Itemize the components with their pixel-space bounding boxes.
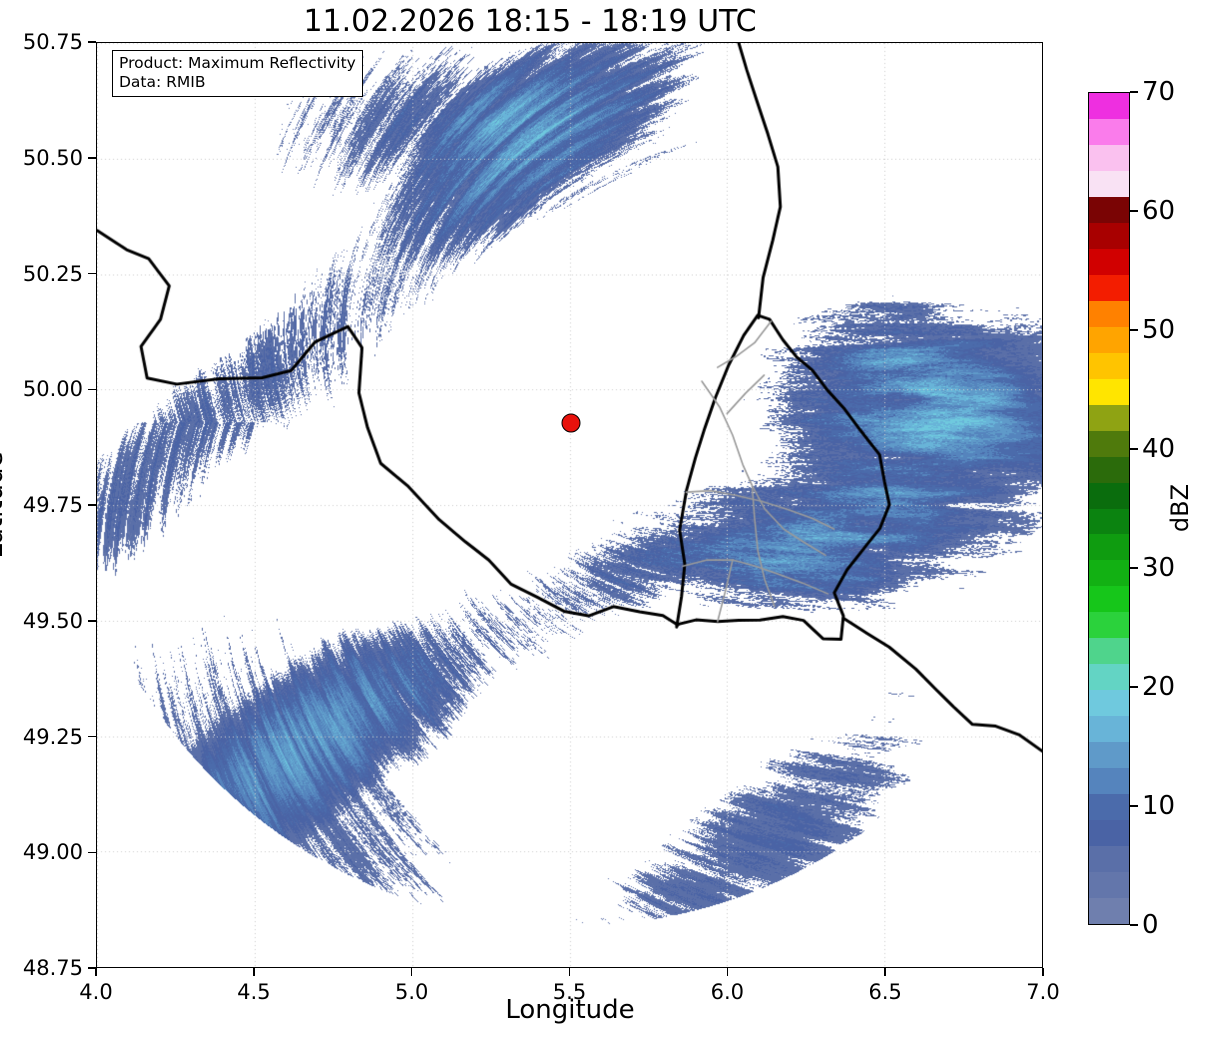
colorbar-tick-label: 0 [1142,910,1159,940]
colorbar-band [1089,508,1129,535]
colorbar-band [1089,768,1129,795]
y-axis-tick [88,41,96,43]
y-axis-tick-label: 49.00 [22,840,83,865]
colorbar-band [1089,560,1129,587]
y-axis-tick [88,504,96,506]
x-axis-tick [568,968,571,976]
colorbar-band [1089,742,1129,769]
y-axis-tick-label: 50.75 [22,30,83,54]
country-borders-layer [97,43,1042,967]
colorbar-band [1089,482,1129,509]
colorbar-band [1089,690,1129,717]
y-axis-tick [88,851,96,853]
y-axis-label: Latitude [0,451,9,559]
y-axis-tick [88,735,96,738]
y-axis-tick-label: 49.50 [22,608,83,633]
colorbar-band [1089,196,1129,223]
x-axis-tick-label: 5.0 [394,980,429,1004]
x-axis-tick-label: 6.5 [868,980,902,1004]
y-axis-tick [88,620,96,622]
colorbar-tick [1130,91,1138,93]
reflectivity-colorbar[interactable] [1088,92,1130,925]
y-axis-tick-label: 49.25 [22,724,83,749]
colorbar-band [1089,794,1129,821]
colorbar-band [1089,222,1129,249]
y-axis-tick [88,967,96,969]
colorbar-tick-label: 20 [1142,672,1176,702]
colorbar-band [1089,534,1129,561]
y-axis-tick [88,388,96,390]
colorbar-tick [1130,924,1138,926]
colorbar-band [1089,820,1129,847]
data-source-line: Data: RMIB [119,72,206,91]
colorbar-band [1089,664,1129,691]
colorbar-band [1089,300,1129,327]
y-axis-tick-label: 49.75 [22,493,83,517]
colorbar-band [1089,93,1129,119]
x-axis-tick [253,968,255,976]
x-axis-tick-label: 4.5 [237,980,271,1004]
x-axis-tick-label: 6.0 [710,980,745,1004]
y-axis-tick [88,157,96,159]
y-axis-tick-label: 48.75 [22,956,83,980]
colorbar-band [1089,872,1129,899]
y-axis-tick [88,272,96,275]
colorbar-band [1089,430,1129,457]
colorbar-band [1089,352,1129,379]
page-title: 11.02.2026 18:15 - 18:19 UTC [303,4,757,39]
colorbar-band [1089,456,1129,483]
colorbar-tick [1130,210,1138,212]
colorbar-band [1089,118,1129,145]
x-axis-tick [1042,968,1044,976]
colorbar-band [1089,716,1129,743]
colorbar-band [1089,144,1129,171]
colorbar-tick [1130,448,1138,450]
colorbar-band [1089,638,1129,665]
x-axis-tick-label: 7.0 [1026,980,1060,1004]
colorbar-band [1089,170,1129,197]
colorbar-tick-label: 10 [1142,791,1176,821]
colorbar-tick [1130,567,1138,569]
colorbar-unit-label: dBZ [1166,483,1194,533]
x-axis-tick [726,968,729,976]
colorbar-tick [1130,329,1138,331]
colorbar-band [1089,612,1129,639]
x-axis-tick [884,968,886,976]
y-axis-tick-label: 50.50 [22,145,83,170]
colorbar-band [1089,274,1129,301]
colorbar-band [1089,326,1129,353]
colorbar-tick-label: 50 [1142,315,1176,345]
colorbar-band [1089,378,1129,405]
radar-plot-area[interactable] [96,42,1043,968]
colorbar-tick [1130,805,1138,807]
colorbar-tick-label: 40 [1142,434,1176,464]
colorbar-band [1089,248,1129,275]
x-axis-tick [95,968,97,976]
x-axis-tick [410,968,413,976]
product-info-box: Product: Maximum Reflectivity Data: RMIB [112,50,363,97]
colorbar-band [1089,404,1129,431]
product-line: Product: Maximum Reflectivity [119,54,356,72]
x-axis-tick-label: 4.0 [79,980,113,1004]
colorbar-tick-label: 30 [1142,553,1176,583]
colorbar-tick [1130,686,1138,688]
colorbar-band [1089,846,1129,873]
colorbar-band [1089,898,1129,924]
x-axis-label: Longitude [505,995,635,1025]
y-axis-tick-label: 50.00 [22,377,83,402]
x-axis-tick-label: 5.5 [552,980,587,1004]
colorbar-tick-label: 70 [1142,77,1176,107]
y-axis-tick-label: 50.25 [22,261,83,286]
colorbar-tick-label: 60 [1142,196,1176,226]
radar-site-marker[interactable] [561,413,580,433]
colorbar-band [1089,586,1129,613]
